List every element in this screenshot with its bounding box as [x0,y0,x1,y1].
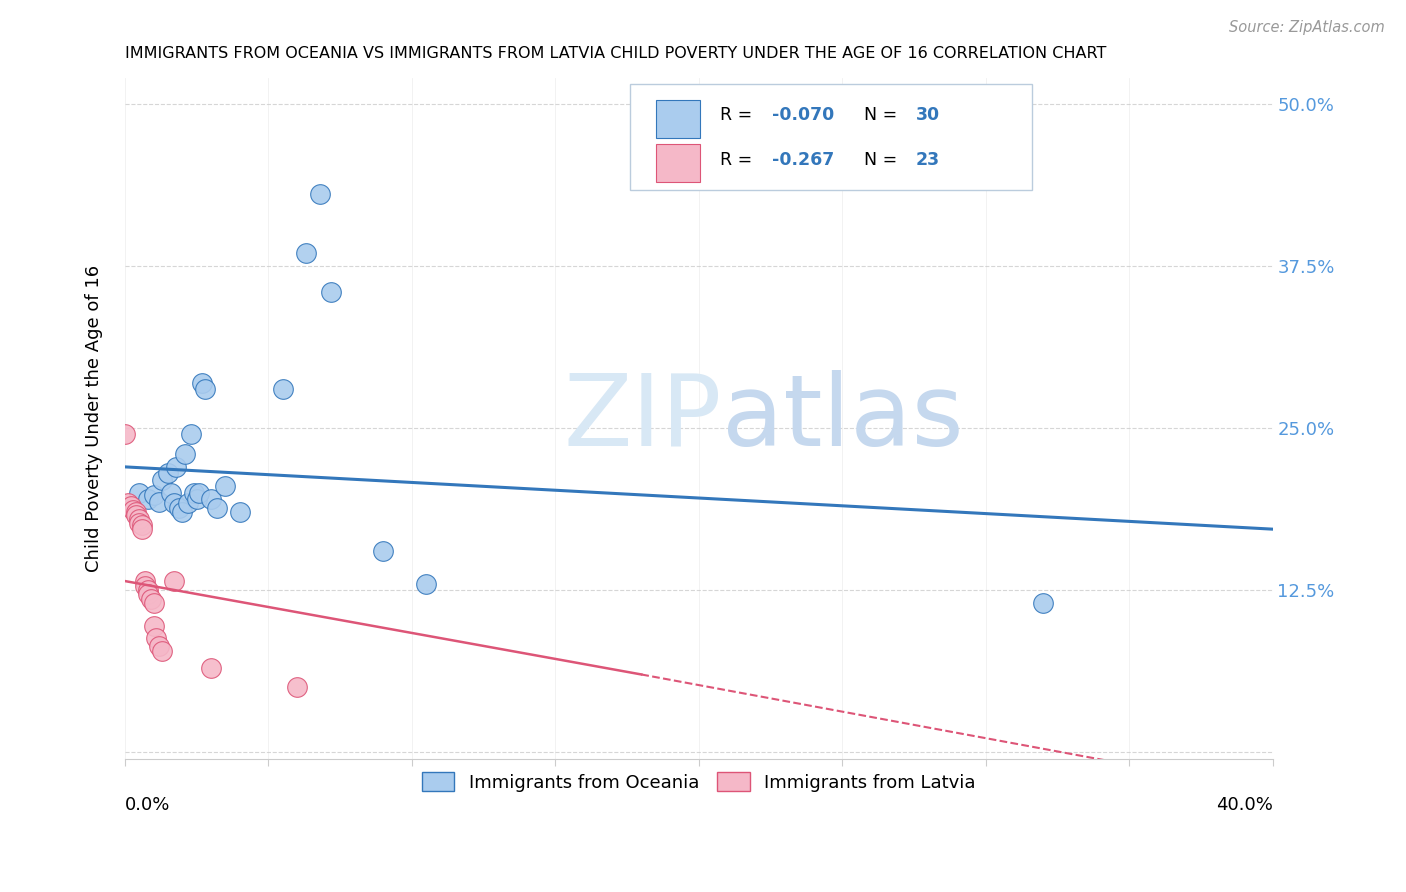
Point [142,488,165,502]
Text: IMMIGRANTS FROM OCEANIA VS IMMIGRANTS FROM LATVIA CHILD POVERTY UNDER THE AGE OF: IMMIGRANTS FROM OCEANIA VS IMMIGRANTS FR… [125,46,1107,62]
Point [117,496,139,510]
Point [180,427,202,442]
FancyBboxPatch shape [657,100,700,137]
Point [166,459,188,474]
Point [128,485,150,500]
Point [136,583,159,598]
Point [172,505,194,519]
Text: R =: R = [720,151,758,169]
Text: atlas: atlas [721,369,963,467]
Point [134,574,156,588]
Point [150,644,173,658]
Point [1032,596,1054,610]
Point [142,596,165,610]
Point [159,485,181,500]
Point [128,512,150,526]
Point [136,587,159,601]
Point [194,382,217,396]
Point [169,501,191,516]
Point [174,447,197,461]
Point [125,508,148,522]
Point [294,245,316,260]
Point [136,492,159,507]
Point [371,544,394,558]
Point [309,187,332,202]
Point [150,473,173,487]
Point [139,592,162,607]
Point [131,522,153,536]
Point [214,479,236,493]
Y-axis label: Child Poverty Under the Age of 16: Child Poverty Under the Age of 16 [86,265,103,572]
Point [122,502,145,516]
Point [162,496,184,510]
Text: N =: N = [863,106,903,125]
Text: N =: N = [863,151,903,169]
Text: 30: 30 [915,106,939,125]
Point [321,285,343,299]
Point [271,382,294,396]
Point [156,467,179,481]
Text: -0.267: -0.267 [772,151,834,169]
Point [205,501,228,516]
Point [145,631,167,645]
FancyBboxPatch shape [657,145,700,182]
Point [186,492,208,507]
Point [120,499,142,513]
Point [228,505,250,519]
Text: -0.070: -0.070 [772,106,834,125]
Point [114,427,136,442]
Text: R =: R = [720,106,758,125]
Point [131,518,153,533]
Legend: Immigrants from Oceania, Immigrants from Latvia: Immigrants from Oceania, Immigrants from… [413,764,984,801]
Point [128,516,150,530]
Point [200,492,222,507]
Point [415,576,437,591]
Text: 0.0%: 0.0% [125,797,170,814]
Text: Source: ZipAtlas.com: Source: ZipAtlas.com [1229,20,1385,35]
Point [200,661,222,675]
Point [285,681,308,695]
Point [125,505,148,519]
Text: ZIP: ZIP [564,369,721,467]
Point [191,376,214,390]
Point [148,495,170,509]
Point [183,485,205,500]
Point [142,619,165,633]
FancyBboxPatch shape [630,85,1032,190]
Point [188,485,211,500]
Text: 23: 23 [915,151,939,169]
Point [134,579,156,593]
Point [148,639,170,653]
Point [162,574,184,588]
Point [177,496,200,510]
Text: 40.0%: 40.0% [1216,797,1272,814]
